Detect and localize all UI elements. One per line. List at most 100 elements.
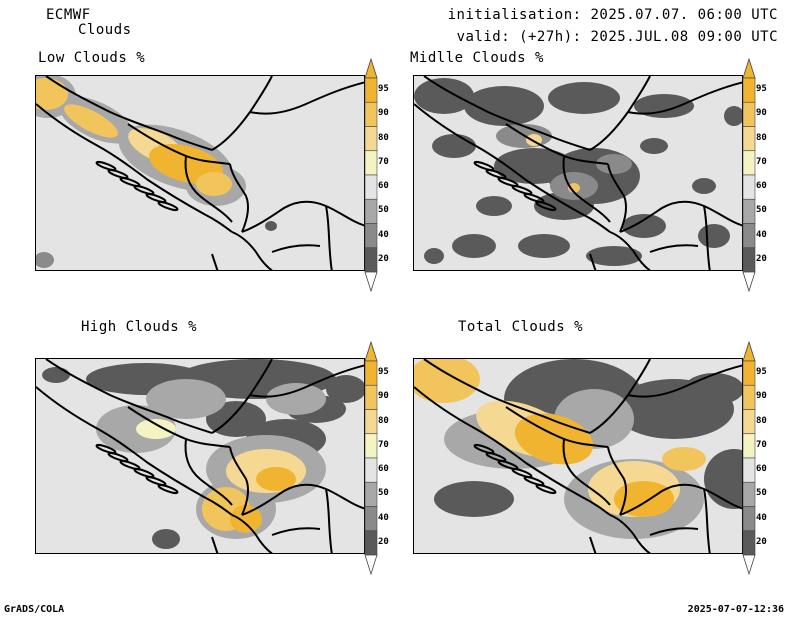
colorbar-top-arrow [364, 340, 378, 362]
cloud-area [614, 481, 674, 517]
cloud-area [414, 78, 474, 114]
colorbar-tick-label: 70 [378, 156, 389, 167]
country-borders [414, 359, 742, 553]
island-outline [145, 193, 167, 203]
cloud-area [464, 86, 544, 126]
colorbar-tick-label: 90 [756, 391, 767, 402]
colorbar-graphic [364, 57, 378, 293]
colorbar-tick-label: 95 [756, 84, 767, 95]
island-outline [535, 201, 557, 211]
colorbar-segment [742, 223, 756, 249]
colorbar-bottom-arrow [742, 271, 756, 293]
colorbar-segment [364, 506, 378, 532]
middle-clouds-map [413, 75, 743, 271]
colorbar-tick-label: 50 [756, 488, 767, 499]
colorbar-segment [364, 457, 378, 483]
colorbar-segment [364, 384, 378, 410]
cloud-area [64, 104, 118, 138]
map-canvas [36, 359, 364, 553]
colorbar-tick-label: 20 [378, 536, 389, 547]
country-borders [414, 76, 742, 270]
colorbar-segment [364, 530, 378, 556]
island-outline [133, 468, 155, 478]
cloud-area [514, 413, 594, 465]
initialisation-time: initialisation: 2025.07.07. 06:00 UTC [447, 7, 778, 23]
colorbar-segment [742, 77, 756, 103]
cloud-area [684, 373, 742, 405]
island-outline [523, 193, 545, 203]
island-outline [157, 484, 179, 494]
colorbar-tick-label: 70 [756, 439, 767, 450]
model-name: ECMWF [46, 7, 91, 23]
colorbar-segment [742, 530, 756, 556]
colorbar-tick-label: 40 [756, 229, 767, 240]
colorbar-segment [742, 506, 756, 532]
colorbar-tick-label: 20 [378, 253, 389, 264]
cloud-area [266, 383, 326, 415]
cloud-area [265, 221, 277, 231]
map-canvas [36, 76, 364, 270]
cloud-area [548, 82, 620, 114]
island-outline [145, 476, 167, 486]
cloud-area [640, 138, 668, 154]
colorbar-segment [742, 457, 756, 483]
cloud-area [596, 154, 632, 174]
colorbar-tick-label: 40 [756, 512, 767, 523]
colorbar-tick-label: 95 [378, 84, 389, 95]
colorbar-high: 95 90 80 70 60 50 40 20 [364, 340, 404, 576]
panel-title-total: Total Clouds % [458, 319, 584, 335]
cloud-area [568, 183, 580, 193]
colorbar-segment [364, 126, 378, 152]
colorbar-segment [742, 360, 756, 386]
colorbar-segment [742, 126, 756, 152]
colorbar-segment [742, 150, 756, 176]
high-clouds-map [35, 358, 365, 554]
cloud-area [152, 529, 180, 549]
colorbar-tick-label: 70 [378, 439, 389, 450]
country-borders [36, 359, 364, 553]
valid-time: valid: (+27h): 2025.JUL.08 09:00 UTC [456, 29, 778, 45]
colorbar-segment [742, 384, 756, 410]
colorbar-tick-label: 60 [378, 181, 389, 192]
colorbar-tick-label: 40 [378, 512, 389, 523]
colorbar-tick-label: 20 [756, 253, 767, 264]
island-outline [485, 452, 507, 462]
colorbar-top-arrow [364, 57, 378, 79]
colorbar-graphic [742, 57, 756, 293]
cloud-area [146, 379, 226, 419]
colorbar-segment [742, 198, 756, 224]
island-outline [473, 444, 495, 454]
colorbar-tick-label: 80 [756, 415, 767, 426]
colorbar-tick-label: 40 [378, 229, 389, 240]
island-outline [511, 468, 533, 478]
island-outline [535, 484, 557, 494]
colorbar-tick-label: 80 [756, 132, 767, 143]
colorbar-segment [742, 433, 756, 459]
island-outline [95, 444, 117, 454]
cloud-area [476, 196, 512, 216]
colorbar-segment [742, 101, 756, 127]
cloud-area [724, 106, 742, 126]
colorbar-segment [364, 150, 378, 176]
total-clouds-map [413, 358, 743, 554]
cloud-area [256, 467, 296, 491]
colorbar-tick-label: 50 [378, 205, 389, 216]
cloud-area [698, 224, 730, 248]
colorbar-segment [742, 174, 756, 200]
country-borders [36, 76, 364, 270]
cloud-area [424, 248, 444, 264]
cloud-area [518, 234, 570, 258]
cloud-area [586, 246, 642, 266]
island-outline [523, 476, 545, 486]
colorbar-segment [742, 481, 756, 507]
colorbar-top-arrow [742, 340, 756, 362]
cloud-area [230, 505, 262, 533]
cloud-area [414, 359, 480, 403]
colorbar-segment [364, 360, 378, 386]
island-outline [485, 169, 507, 179]
low-clouds-map [35, 75, 365, 271]
colorbar-tick-label: 90 [378, 391, 389, 402]
colorbar-total: 95 90 80 70 60 50 40 20 [742, 340, 782, 576]
colorbar-tick-label: 20 [756, 536, 767, 547]
colorbar-tick-label: 70 [756, 156, 767, 167]
